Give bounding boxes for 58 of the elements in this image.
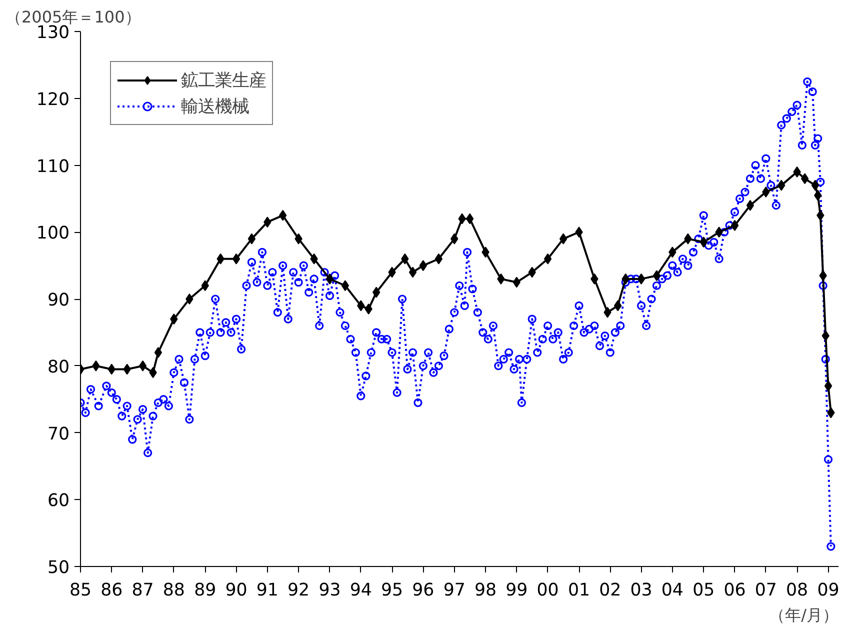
x-tick-label: 02	[599, 580, 622, 600]
x-tick-label: 87	[132, 580, 154, 600]
legend-label: 輸送機械	[181, 96, 249, 118]
y-tick-label: 70	[47, 424, 70, 444]
x-tick-label: 98	[474, 580, 497, 600]
x-tick-label: 07	[754, 580, 777, 600]
x-tick-label: 93	[318, 580, 341, 600]
point	[248, 233, 256, 244]
x-tick-label: 95	[381, 580, 404, 600]
point	[154, 347, 162, 358]
point	[341, 280, 350, 292]
point	[559, 233, 568, 244]
point	[800, 173, 809, 184]
point	[746, 200, 754, 211]
point	[652, 270, 661, 282]
y-tick-label: 60	[47, 491, 70, 512]
y-tick-label: 80	[47, 357, 70, 378]
y-tick-label: 50	[47, 558, 70, 578]
x-tick-label: 92	[288, 580, 310, 600]
point	[326, 273, 334, 284]
x-tick-label: 03	[630, 580, 652, 600]
y-tick-label: 120	[36, 90, 70, 110]
x-tick-label: 06	[724, 580, 746, 600]
x-tick-label: 05	[692, 580, 715, 600]
point	[614, 300, 622, 312]
x-tick-label: 96	[412, 580, 434, 600]
point	[730, 220, 739, 231]
x-tick-label: 89	[194, 580, 216, 600]
x-tick-label: 04	[661, 580, 684, 600]
point	[232, 253, 240, 264]
x-tick-label: 97	[443, 580, 466, 600]
x-tick-label: 94	[350, 580, 372, 600]
point	[186, 294, 194, 304]
x-tick-label: 88	[162, 580, 185, 600]
point	[434, 253, 443, 264]
point	[637, 273, 646, 284]
x-tick-label: 00	[536, 580, 559, 600]
x-tick-label: 01	[568, 580, 590, 600]
point	[762, 186, 770, 198]
point	[372, 286, 380, 298]
point	[544, 253, 552, 264]
legend-label: 鉱工業生産	[181, 70, 266, 92]
point	[824, 380, 832, 392]
x-tick-label: 91	[256, 580, 278, 600]
y-tick-label: 90	[47, 290, 70, 310]
point	[811, 180, 820, 191]
point	[138, 360, 147, 372]
text: （年/月）	[769, 606, 838, 624]
point	[466, 213, 474, 224]
x-tick-label: 08	[786, 580, 808, 600]
y-tick-label: 110	[36, 156, 70, 177]
x-tick-label: 09	[817, 580, 840, 600]
x-tick-label: 86	[100, 580, 123, 600]
y-tick-label: 100	[36, 224, 70, 244]
x-tick-label: 85	[69, 580, 92, 600]
x-tick-label: 90	[225, 580, 248, 600]
x-tick-label: 99	[506, 580, 528, 600]
point	[408, 266, 417, 278]
